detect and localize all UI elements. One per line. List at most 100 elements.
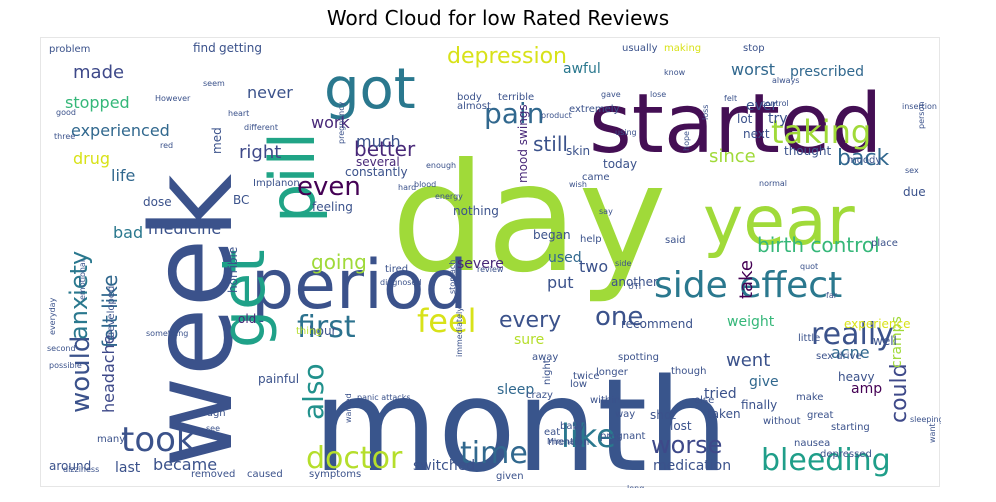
word-crazy: crazy <box>526 390 553 401</box>
word-take: take <box>736 260 757 299</box>
word-wanted: wanted <box>344 393 353 423</box>
word-side: side <box>615 259 631 268</box>
word-recommend: recommend <box>621 317 693 331</box>
word-energy: energy <box>435 192 463 201</box>
word-lost: lost <box>670 419 692 433</box>
word-next: next <box>743 127 770 141</box>
word-bc: BC <box>233 193 249 207</box>
word-put: put <box>547 273 574 292</box>
word-got: got <box>324 57 416 122</box>
word-enough: enough <box>426 161 456 170</box>
word-mirena: Mirena <box>547 437 574 446</box>
word-tried: tried <box>704 386 737 402</box>
word-cramps: cramps <box>889 316 905 368</box>
word-extremely: extremely <box>569 104 620 115</box>
word-first: first <box>297 310 356 345</box>
word-loss: loss <box>701 105 710 120</box>
word-without: without <box>763 416 801 427</box>
word-went: went <box>726 350 770 371</box>
word-many: many <box>97 434 125 445</box>
word-due: due <box>903 185 926 199</box>
word-lose: lose <box>650 90 666 99</box>
word-time: time <box>460 436 528 471</box>
word-longer: longer <box>596 367 629 378</box>
word-pain: pain <box>484 97 544 130</box>
word-however: However <box>155 94 191 103</box>
word-awful: awful <box>563 61 601 77</box>
word-try: try <box>768 111 788 127</box>
word-hour: hour <box>309 324 337 338</box>
word-stopped: stopped <box>65 93 130 112</box>
word-heavy: heavy <box>838 370 875 384</box>
word-really: really <box>811 317 894 352</box>
word-eat: eat <box>544 427 560 438</box>
word-switched: switched <box>413 458 475 474</box>
word-became: became <box>153 455 217 474</box>
word-stomach: stomach <box>448 260 457 294</box>
word-prescribed: prescribed <box>790 64 864 80</box>
word-well: well <box>873 334 897 348</box>
word-like: like <box>561 417 616 455</box>
word-sex: sex <box>905 166 919 175</box>
word-medicine: medicine <box>148 219 221 238</box>
word-back: back <box>837 146 890 171</box>
word-experience: experience <box>844 317 911 331</box>
word-could: could <box>887 363 912 423</box>
word-given: given <box>496 471 524 482</box>
word-mention: mention <box>548 437 589 448</box>
word-different: different <box>244 123 278 132</box>
word-horrible: horrible <box>226 247 240 293</box>
word-doctor: doctor <box>306 441 403 476</box>
word-caused: caused <box>247 469 283 480</box>
word-wish: wish <box>569 180 587 189</box>
word-nausea: nausea <box>794 438 830 449</box>
word-better: better <box>354 137 416 161</box>
word-sleep: sleep <box>497 382 534 398</box>
word-depressed: depressed <box>820 449 872 460</box>
word-pregnancy: pregnancy <box>337 101 346 144</box>
word-starting: starting <box>831 422 870 433</box>
word-weight: weight <box>727 314 775 330</box>
word-heart: heart <box>228 109 249 118</box>
word-help: help <box>580 234 602 245</box>
word-low: low <box>570 379 587 390</box>
word-year: year <box>703 182 855 261</box>
word-last: last <box>115 460 141 476</box>
word-immediately: immediately <box>455 307 464 357</box>
word-baby: baby <box>560 421 585 432</box>
word-several: several <box>356 155 400 169</box>
word-body: body <box>457 92 482 103</box>
word-way: way <box>615 409 635 420</box>
word-long: long <box>627 484 644 488</box>
word-emotional: emotional <box>78 260 87 300</box>
word-always: always <box>772 76 799 85</box>
word-see: see <box>206 424 220 433</box>
word-red: red <box>160 141 173 150</box>
word-find: find <box>193 41 216 55</box>
word-want: want <box>928 423 937 443</box>
word-three: three <box>54 132 75 141</box>
word-worse: worse <box>651 431 722 459</box>
word-felt: felt <box>724 94 737 103</box>
word-severe: severe <box>457 256 504 272</box>
word-another: another <box>611 275 658 289</box>
word-feel: feel <box>417 302 477 340</box>
word-every: every <box>499 308 561 333</box>
word-spotting: spotting <box>618 352 659 363</box>
word-much: much <box>356 132 401 151</box>
word-also: also <box>297 363 330 420</box>
word-place: place <box>871 238 898 249</box>
word-sure: sure <box>514 332 544 348</box>
word-started: started <box>589 77 883 172</box>
word-one: one <box>595 302 643 332</box>
word-person: person <box>917 102 926 129</box>
word-still: still <box>533 132 568 156</box>
word-med: med <box>210 127 224 154</box>
word-within: within <box>590 395 620 406</box>
word-removed: removed <box>191 469 235 480</box>
word-bleeding: bleeding <box>761 443 891 478</box>
word-gave: gave <box>601 90 621 99</box>
word-day: day <box>391 132 667 306</box>
word-almost: almost <box>457 101 491 112</box>
word-birth-control: birth control <box>757 233 880 257</box>
